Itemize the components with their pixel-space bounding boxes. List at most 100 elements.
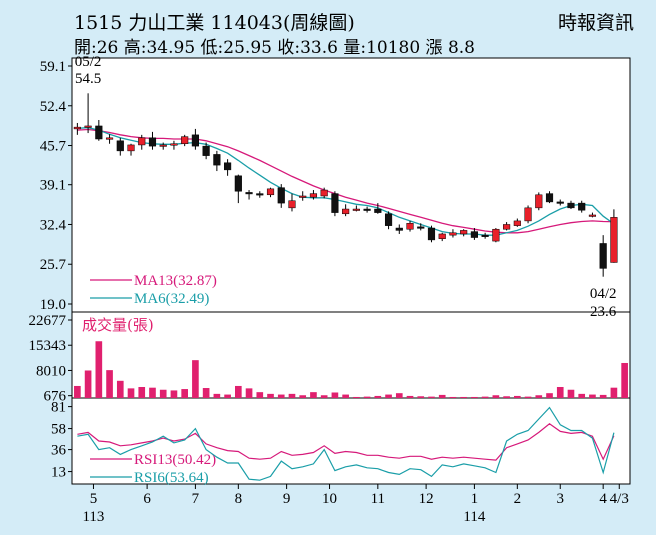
candle-body [406, 223, 414, 230]
candle-body [116, 140, 124, 152]
candle-body [138, 137, 146, 146]
volume-bar [471, 396, 478, 398]
volume-bar [288, 393, 296, 398]
volume-bar [202, 388, 210, 398]
candle-body [449, 232, 457, 236]
volume-tick-label: 676 [44, 389, 67, 405]
volume-tick-label: 8010 [36, 363, 66, 379]
x-tick-label: 7 [192, 491, 200, 507]
candle-body [331, 193, 339, 213]
price-tick-label: 59.1 [40, 59, 66, 75]
volume-bar [428, 396, 435, 398]
candle-body [503, 224, 511, 230]
volume-bar [95, 341, 103, 398]
volume-bar [116, 380, 124, 398]
volume-title: 成交量(張) [82, 316, 154, 334]
source-label: 時報資訊 [557, 12, 634, 34]
candle-body [438, 233, 446, 239]
candle-body [417, 226, 425, 229]
price-tick-label: 39.1 [40, 178, 66, 194]
volume-panel [71, 311, 631, 399]
rsi-tick-label: 13 [51, 465, 66, 481]
volume-bar [417, 396, 425, 398]
volume-bar [556, 386, 564, 398]
x-tick-label: 12 [419, 491, 434, 507]
candle-body [427, 227, 436, 241]
candle-body [524, 207, 532, 222]
volume-bar [353, 396, 360, 398]
candle-body [599, 243, 607, 269]
candle-body [588, 214, 597, 217]
ma13-legend-label: MA13(32.87) [134, 273, 217, 289]
volume-bar [514, 395, 521, 398]
candle-body [191, 134, 199, 147]
candle-body [352, 208, 360, 211]
volume-bar [535, 395, 543, 398]
volume-bar [589, 394, 596, 398]
volume-bar [224, 394, 231, 398]
candle-body [513, 220, 521, 226]
volume-bar [310, 392, 317, 398]
x-tick-label: 10 [322, 491, 337, 507]
price-tick-label: 45.7 [40, 139, 67, 155]
high-value-label: 54.5 [75, 71, 101, 87]
candle-body [395, 227, 403, 231]
rsi6-legend-label: RSI6(53.64) [134, 470, 209, 486]
candle-body [610, 217, 618, 263]
rsi-tick-label: 36 [51, 443, 67, 459]
candle-body [234, 175, 242, 192]
ma6-legend-label: MA6(32.49) [134, 291, 209, 307]
volume-bar [599, 394, 607, 398]
volume-bar [546, 393, 553, 398]
page-title: 1515 力山工業 114043(周線圖) [74, 12, 355, 34]
candle-body [470, 231, 478, 238]
volume-bar [192, 360, 199, 398]
candle-body [256, 193, 264, 196]
volume-bar [235, 385, 242, 398]
candle-body [159, 144, 167, 147]
candle-body [105, 137, 114, 140]
candle-body [535, 194, 543, 209]
rsi6-line [77, 406, 615, 481]
volume-tick-label: 15343 [29, 338, 67, 354]
volume-bar [277, 394, 285, 398]
volume-bar [149, 387, 156, 398]
candle-body [309, 193, 318, 198]
candle-body [245, 192, 253, 195]
volume-bar [299, 395, 307, 398]
volume-bar [267, 393, 274, 398]
volume-bar [621, 362, 628, 398]
x-tick-label: 9 [283, 491, 291, 507]
x-tick-label: 5 [90, 491, 98, 507]
volume-bar [449, 396, 457, 398]
volume-bar [363, 396, 371, 398]
candle-body [556, 201, 564, 204]
candle-body [84, 125, 92, 128]
candle-body [342, 208, 350, 215]
candle-body [567, 202, 575, 209]
price-tick-label: 52.4 [40, 99, 67, 115]
candle-body [320, 189, 328, 197]
candle-body [374, 208, 382, 213]
volume-bar [524, 396, 532, 398]
price-tick-label: 19.0 [40, 297, 66, 313]
volume-bar [578, 393, 586, 398]
volume-bar [127, 388, 135, 398]
price-stats: 開:26 高:34.95 低:25.95 收:33.6 量:10180 漲 8.… [74, 38, 475, 58]
rsi-tick-label: 58 [51, 422, 66, 438]
high-date-label: 05/2 [75, 54, 102, 70]
candle-body [578, 202, 586, 211]
x-tick-label: 11 [371, 491, 385, 507]
volume-bar [74, 385, 81, 398]
candle-body [181, 136, 189, 145]
volume-bar [106, 370, 113, 398]
volume-bar [84, 370, 92, 398]
rsi-tick-label: 81 [51, 400, 66, 416]
volume-bar [385, 394, 392, 398]
candle-body [492, 228, 500, 242]
ma13-line [77, 128, 614, 234]
candle-body [202, 145, 210, 156]
price-panel [71, 57, 631, 313]
x-tick-label: 3 [557, 491, 565, 507]
x-tick-label: 4/3 [610, 491, 629, 507]
